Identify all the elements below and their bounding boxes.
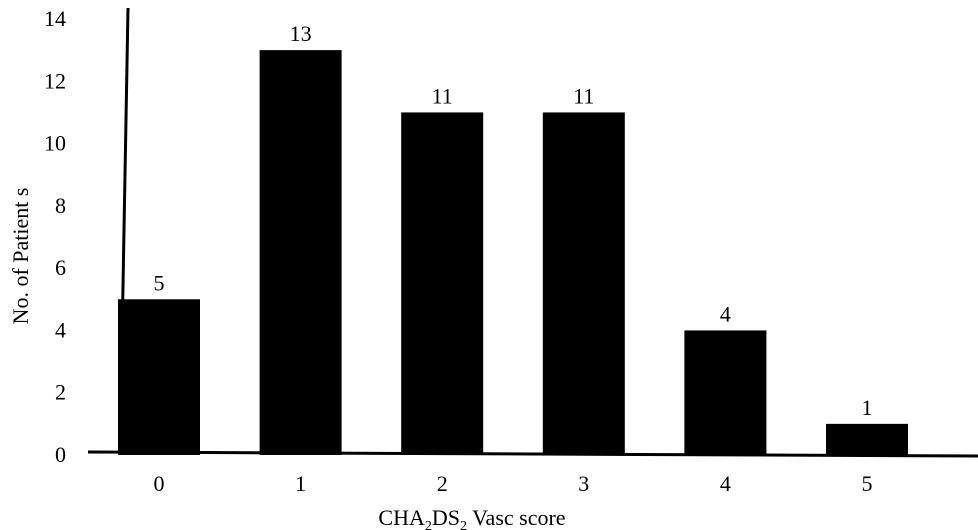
y-tick-label: 4 [55, 317, 66, 342]
y-tick-label: 2 [55, 380, 66, 405]
y-tick-label: 0 [55, 442, 66, 467]
x-axis-ticks: 0 1 2 3 4 5 [154, 471, 873, 496]
data-label: 4 [720, 301, 731, 326]
x-tick-label: 0 [154, 471, 165, 496]
data-label: 13 [290, 21, 312, 46]
y-tick-label: 8 [55, 193, 66, 218]
y-tick-label: 14 [44, 6, 66, 31]
data-label: 11 [432, 83, 453, 108]
bar [542, 112, 625, 455]
data-label: 1 [862, 395, 873, 420]
y-tick-label: 12 [44, 68, 66, 93]
y-tick-label: 6 [55, 255, 66, 280]
bar [259, 50, 342, 456]
bar [826, 423, 908, 455]
data-labels-group: 5 13 11 11 4 1 [154, 21, 873, 420]
x-tick-label: 1 [295, 471, 306, 496]
x-axis-label: CHA2DS2 Vasc score [378, 505, 565, 530]
data-label: 11 [573, 83, 594, 108]
bars-group [118, 50, 908, 456]
y-axis-label: No. of Patient s [8, 188, 33, 325]
y-tick-label: 10 [44, 131, 66, 156]
bar [401, 112, 484, 455]
bar [684, 330, 767, 455]
y-axis-line [118, 7, 130, 454]
x-axis-line [87, 450, 978, 458]
x-tick-label: 4 [720, 471, 731, 496]
y-axis-ticks: 0 2 4 6 8 10 12 14 [44, 6, 66, 467]
x-tick-label: 5 [862, 471, 873, 496]
bar [118, 299, 200, 455]
x-tick-label: 2 [437, 471, 448, 496]
x-tick-label: 3 [578, 471, 589, 496]
data-label: 5 [154, 270, 165, 295]
